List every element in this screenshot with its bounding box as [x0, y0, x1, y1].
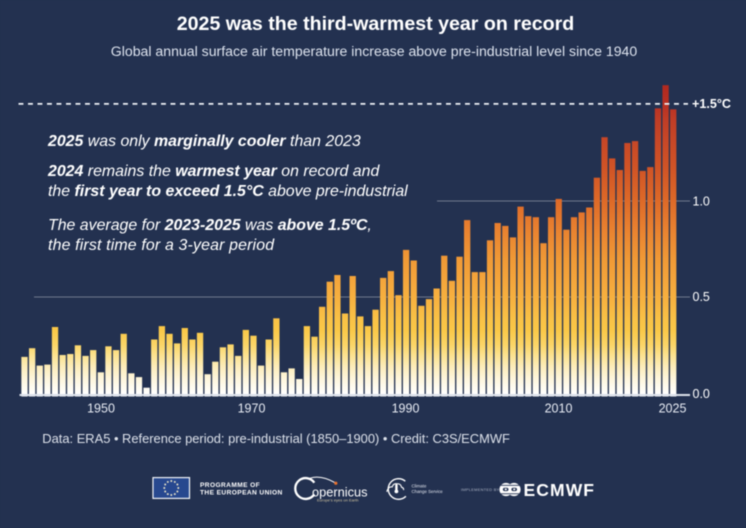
svg-text:Europe’s eyes on Earth: Europe’s eyes on Earth — [317, 497, 359, 502]
svg-text:2025: 2025 — [659, 401, 687, 415]
svg-text:THE EUROPEAN UNION: THE EUROPEAN UNION — [200, 490, 283, 497]
svg-text:+1.5°C: +1.5°C — [692, 97, 731, 111]
svg-text:1.0: 1.0 — [693, 194, 710, 208]
svg-text:2010: 2010 — [545, 401, 573, 415]
svg-text:1970: 1970 — [238, 401, 266, 415]
svg-text:PROGRAMME OF: PROGRAMME OF — [200, 482, 260, 489]
svg-text:IMPLEMENTED BY: IMPLEMENTED BY — [461, 487, 500, 492]
svg-text:Climate: Climate — [412, 484, 427, 489]
svg-text:ECMWF: ECMWF — [524, 480, 596, 500]
svg-text:0.5: 0.5 — [693, 290, 710, 304]
svg-text:1990: 1990 — [392, 401, 420, 415]
svg-text:opernicus: opernicus — [312, 484, 368, 499]
svg-text:1950: 1950 — [87, 401, 115, 415]
svg-text:0.0: 0.0 — [693, 387, 710, 401]
svg-text:Change Service: Change Service — [412, 489, 444, 494]
